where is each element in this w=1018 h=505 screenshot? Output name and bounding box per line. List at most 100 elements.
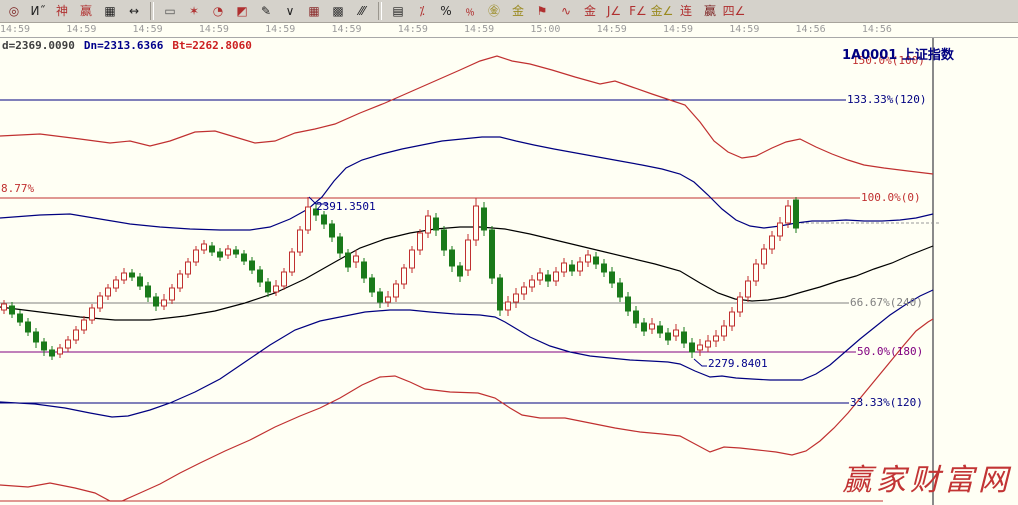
parallel-lines-icon[interactable]: ⁄⁄⁄: [358, 4, 365, 18]
candle-down: [25, 321, 31, 333]
toolbar-separator: [378, 2, 382, 20]
candle-down: [481, 207, 487, 231]
left-percent-label: 8.77%: [1, 182, 35, 195]
percent-underline-icon[interactable]: ﹪: [463, 4, 476, 18]
candle-up: [705, 340, 711, 348]
candle-up: [353, 255, 359, 263]
lower-navy-band: [0, 289, 934, 418]
candle-up: [713, 335, 719, 342]
gann-level-label: 33.33%(120): [850, 396, 923, 409]
time-axis-label: 14:59: [662, 24, 694, 35]
time-axis-label: 14:59: [397, 24, 428, 35]
candle-up: [465, 239, 471, 271]
indicator-value: Dn=2313.6366: [83, 39, 164, 52]
candle-up: [585, 254, 591, 263]
candle-up: [225, 248, 231, 256]
ying-line-icon[interactable]: 赢: [703, 4, 716, 18]
grid-red-icon[interactable]: ▦: [308, 4, 320, 18]
shen-grid-icon[interactable]: 神: [55, 4, 68, 18]
candle-down: [489, 229, 495, 279]
candle-down: [313, 208, 319, 216]
candle-up: [561, 262, 567, 273]
candle-down: [593, 256, 599, 265]
candle-up: [553, 271, 559, 282]
candle-down: [681, 331, 687, 344]
candle-up: [745, 280, 751, 298]
candle-up: [505, 301, 511, 311]
candle-down: [449, 249, 455, 267]
gold-circle-icon[interactable]: ㊎: [487, 4, 500, 18]
f-angle-icon[interactable]: F∠: [629, 4, 647, 18]
trendline-pencil-icon[interactable]: ✎: [260, 4, 272, 18]
indicator-value: d=2369.0090: [2, 39, 75, 52]
candle-up: [673, 329, 679, 337]
time-axis-label: 14:56: [861, 24, 892, 35]
candle-down: [345, 252, 351, 268]
lower-red-band: [0, 318, 934, 502]
time-axis-label: 14:59: [66, 24, 97, 35]
candle-up: [401, 267, 407, 285]
candle-up: [513, 293, 519, 303]
flag-brush-icon[interactable]: ⚑: [536, 4, 548, 18]
hash-grid-icon[interactable]: ▦: [104, 4, 116, 18]
gold-lines-icon[interactable]: 金: [511, 4, 524, 18]
candle-down: [33, 331, 39, 343]
kline-marker-icon[interactable]: И˝: [30, 4, 46, 18]
candle-down: [689, 342, 695, 353]
gold-red-icon[interactable]: 金: [583, 4, 596, 18]
candle-up: [737, 296, 743, 313]
wave-icon[interactable]: ∿: [560, 4, 572, 18]
annotation-pointer: [308, 196, 328, 205]
ying-grid-icon[interactable]: 赢: [79, 4, 92, 18]
arc-lines-icon[interactable]: ◔: [212, 4, 224, 18]
grid-dark-icon[interactable]: ▩: [332, 4, 344, 18]
candle-up: [393, 283, 399, 298]
time-axis-label: 14:56: [795, 24, 826, 35]
candle-down: [145, 285, 151, 298]
candle-up: [65, 339, 71, 349]
candle-up: [89, 307, 95, 321]
candle-down: [457, 265, 463, 277]
zigzag-icon[interactable]: ∨: [285, 4, 295, 18]
candle-down: [41, 341, 47, 351]
window-box-icon[interactable]: ▭: [164, 4, 176, 18]
fan-box-icon[interactable]: ◩: [236, 4, 248, 18]
time-axis-label: 15:00: [530, 24, 561, 35]
percent-icon[interactable]: %: [440, 4, 452, 18]
gann-rays-icon[interactable]: ✶: [188, 4, 200, 18]
candle-down: [609, 271, 615, 284]
candle-up: [57, 347, 63, 355]
candle-up: [97, 295, 103, 309]
time-axis-label: 14:59: [729, 24, 760, 35]
candle-down: [497, 277, 503, 311]
candle-up: [769, 235, 775, 250]
drawing-toolbar: ◎ И˝ 神赢 ▦ ↔ ▭ ✶ ◔ ◩ ✎ ∨ ▦ ▩ ⁄⁄⁄ ▤ ⁒% ﹪ ㊎金 ⚑ ∿ 金 J∠ F∠ 金∠ 连赢四∠: [0, 0, 1018, 23]
candle-down: [793, 199, 799, 229]
mid-black-line: [0, 226, 934, 321]
candle-up: [193, 249, 199, 263]
quote-list-icon[interactable]: ▤: [392, 4, 404, 18]
candle-up: [73, 329, 79, 341]
percent-line-icon[interactable]: ⁒: [419, 4, 425, 18]
time-axis-label: 14:59: [596, 24, 627, 35]
candle-down: [433, 217, 439, 231]
candle-down: [625, 296, 631, 312]
j-angle-icon[interactable]: J∠: [606, 4, 622, 18]
candle-up: [305, 206, 311, 231]
candle-up: [385, 296, 391, 303]
candle-down: [233, 249, 239, 255]
si-angle-icon[interactable]: 四∠: [722, 4, 746, 18]
lian-line-icon[interactable]: 连: [679, 4, 692, 18]
gold-angle-icon[interactable]: 金∠: [650, 4, 674, 18]
time-axis-label: 14:59: [0, 24, 31, 35]
crosshair-grid-icon[interactable]: ◎: [8, 4, 20, 18]
width-measure-icon[interactable]: ↔: [128, 4, 140, 18]
watermark: 赢家财富网: [842, 463, 1012, 498]
candle-up: [521, 286, 527, 295]
gann-level-label: 50.0%(180): [857, 345, 924, 358]
symbol-title: 1A0001 上证指数: [842, 48, 954, 63]
indicator-status-bar: d=2369.0090 Dn=2313.6366 Bt=2262.8060: [2, 39, 252, 54]
upper-red-band: [0, 55, 934, 175]
gann-level-label: 66.67%(240): [850, 296, 923, 309]
